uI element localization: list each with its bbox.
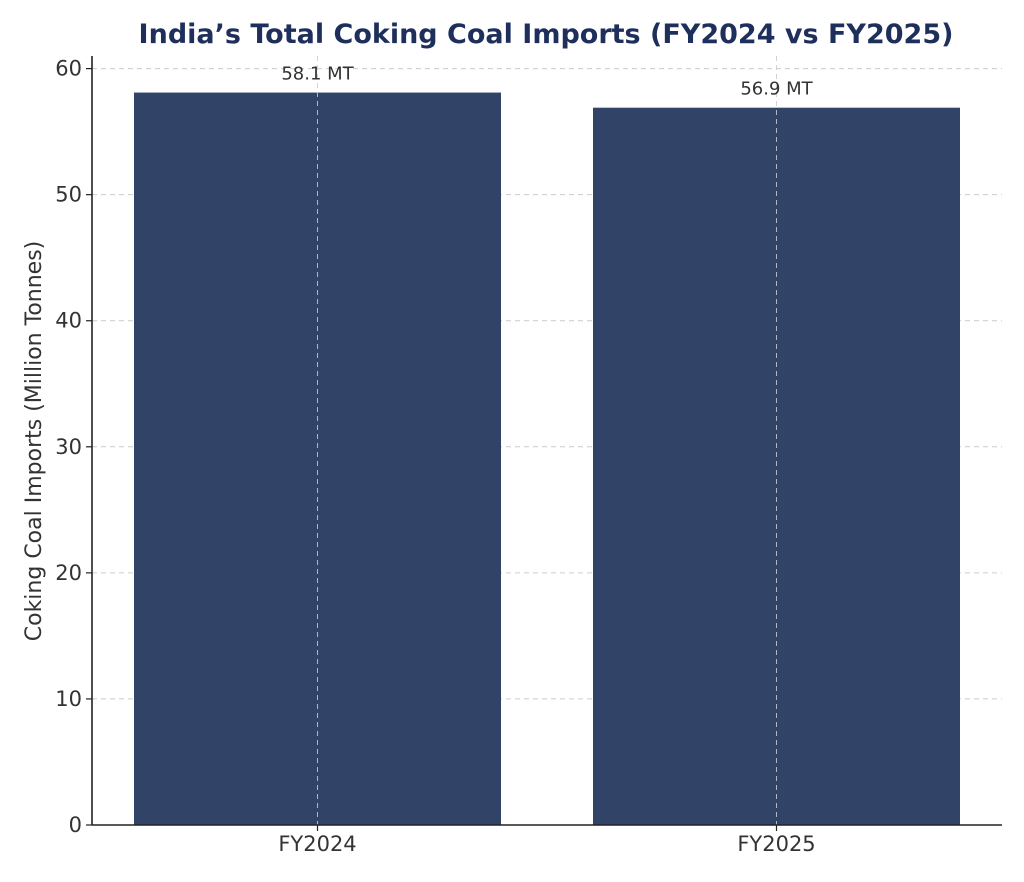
y-tick-label: 10 (55, 687, 82, 711)
bar-fy2024 (134, 92, 501, 825)
chart-title: India’s Total Coking Coal Imports (FY202… (139, 19, 954, 50)
bar-value-label: 56.9 MT (740, 79, 813, 100)
y-tick-label: 0 (69, 813, 82, 837)
y-tick-label: 50 (55, 183, 82, 207)
x-tick-label: FY2024 (278, 832, 356, 856)
y-tick-label: 20 (55, 561, 82, 585)
y-axis-label: Coking Coal Imports (Million Tonnes) (22, 241, 47, 642)
y-tick-label: 60 (55, 57, 82, 81)
labels: 0 10 20 30 40 50 60 FY2024 58.1 MT FY2025 56.9 MT (55, 57, 815, 856)
y-tick-label: 30 (55, 435, 82, 459)
bars (134, 92, 960, 825)
y-tick-label: 40 (55, 309, 82, 333)
vertical-grid-lines (317, 56, 777, 825)
x-tick-label: FY2025 (737, 832, 815, 856)
axes (86, 56, 1002, 831)
bar-value-label: 58.1 MT (281, 64, 354, 85)
